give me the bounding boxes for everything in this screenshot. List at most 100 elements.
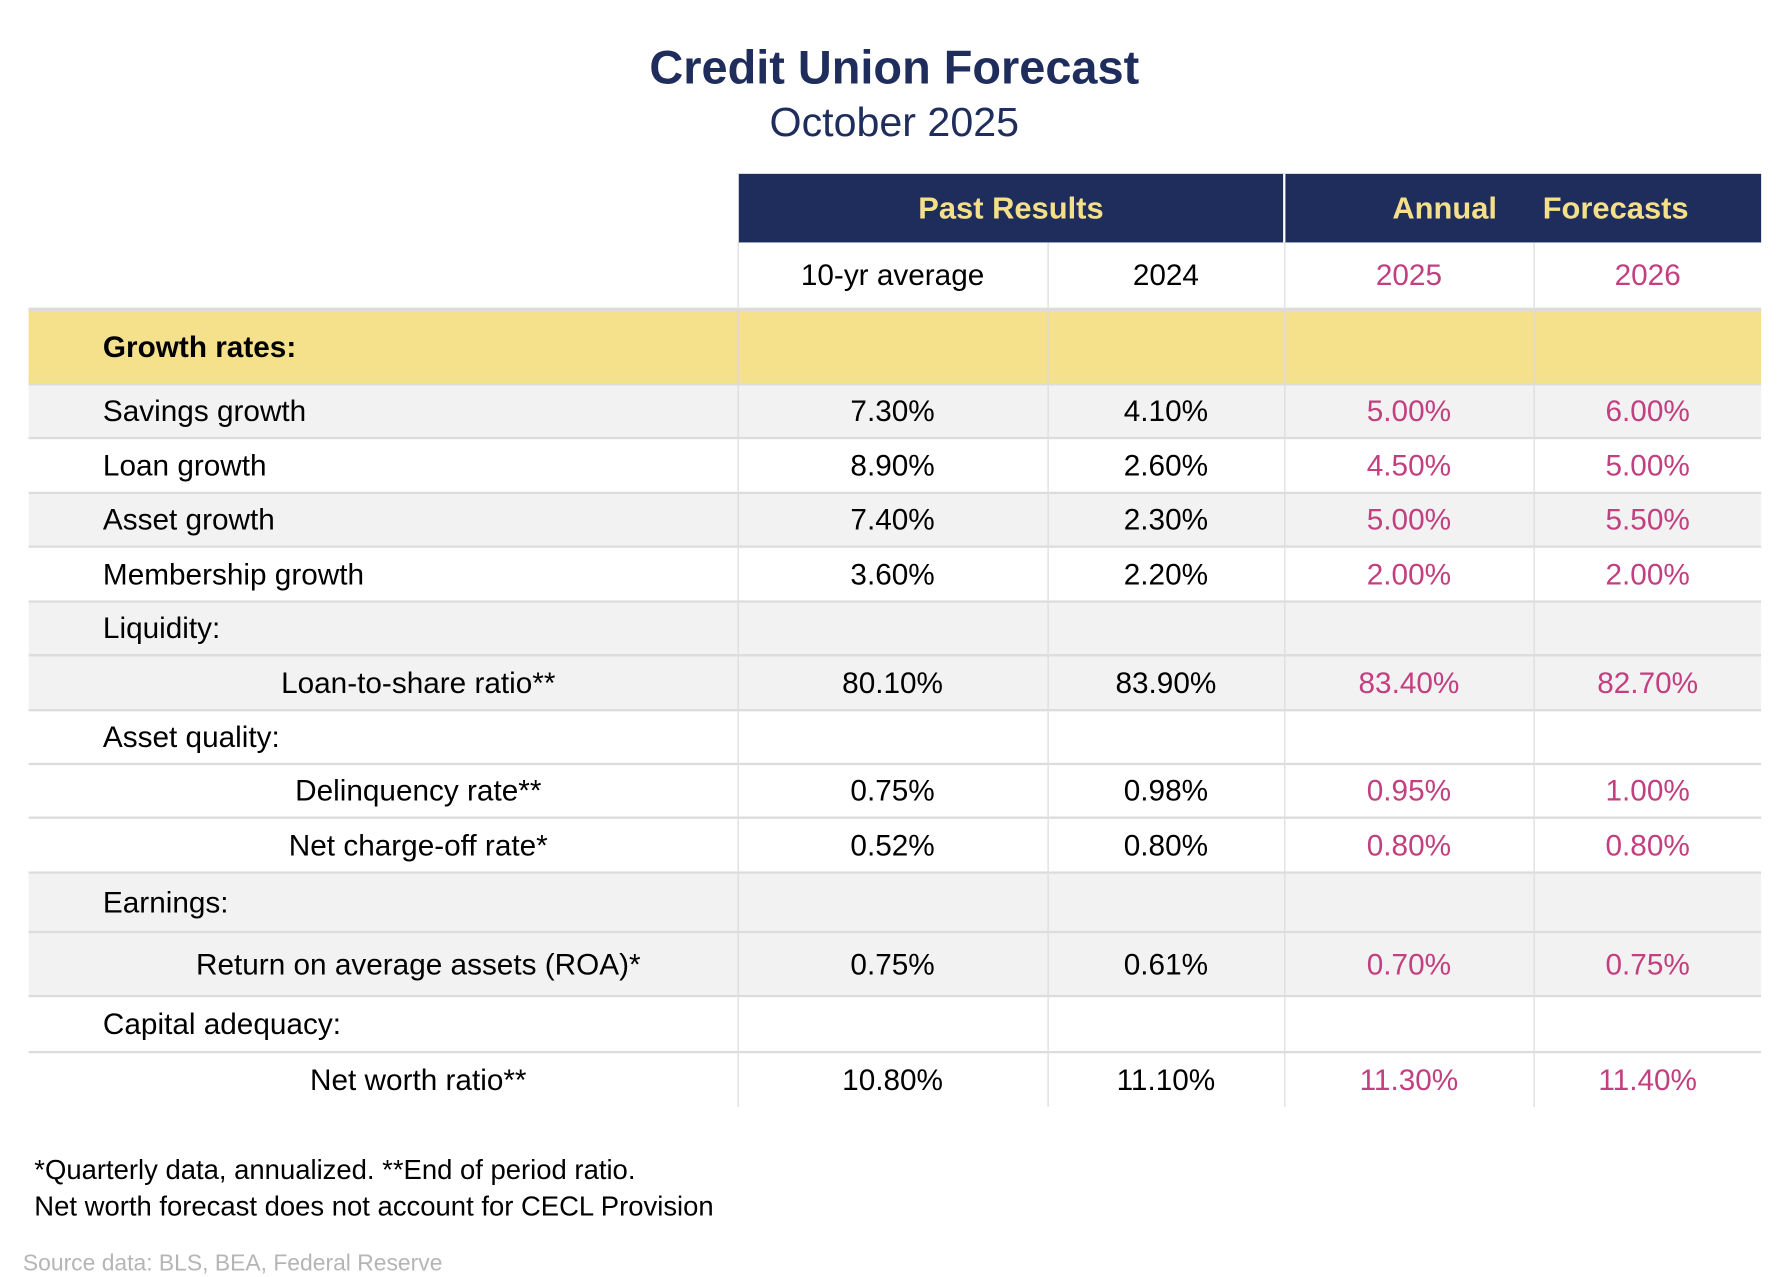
value-10yr [737, 308, 1048, 386]
value-2025: 2.00% [1283, 546, 1534, 603]
value-2025 [1283, 872, 1534, 934]
value-2024: 2.60% [1046, 437, 1285, 495]
value-2024 [1046, 710, 1285, 766]
row-label: Net charge-off rate* [28, 817, 738, 874]
row-label: Delinquency rate** [28, 763, 738, 819]
value-2024 [1046, 872, 1285, 934]
value-2025: 4.50% [1283, 437, 1534, 495]
row-label: Capital adequacy: [28, 996, 738, 1054]
value-10yr: 8.90% [737, 437, 1048, 495]
value-2024: 2.30% [1046, 492, 1285, 548]
column-header-blank [28, 242, 738, 311]
value-2026: 0.80% [1533, 817, 1762, 874]
value-2026: 5.00% [1533, 437, 1762, 495]
value-2026 [1533, 996, 1762, 1054]
header-band: Past Results Annual Forecasts [28, 173, 1762, 243]
value-2025 [1283, 601, 1534, 657]
table-row: Savings growth 7.30% 4.10% 5.00% 6.00% [28, 384, 1762, 440]
footnote-2: Net worth forecast does not account for … [34, 1191, 714, 1223]
value-2025: 0.95% [1283, 763, 1534, 819]
value-2026 [1533, 308, 1762, 386]
annual-forecasts-header: Annual Forecasts [1283, 173, 1762, 243]
value-2024: 2.20% [1046, 546, 1285, 603]
row-label: Liquidity: [28, 601, 738, 657]
value-2024: 83.90% [1046, 655, 1285, 712]
value-2025: 0.80% [1283, 817, 1534, 874]
value-2026 [1533, 710, 1762, 766]
value-2024: 0.61% [1046, 932, 1285, 998]
row-label: Savings growth [28, 384, 738, 440]
row-label: Membership growth [28, 546, 738, 603]
row-label: Loan-to-share ratio** [28, 655, 738, 712]
row-label: Loan growth [28, 437, 738, 495]
row-label: Net worth ratio** [310, 1062, 527, 1097]
value-10yr: 7.30% [737, 384, 1048, 440]
value-2026: 5.50% [1533, 492, 1762, 548]
table-row: Delinquency rate** 0.75% 0.98% 0.95% 1.00% [28, 763, 1762, 819]
column-header-10yr: 10-yr average [737, 242, 1048, 311]
value-2025: 83.40% [1283, 655, 1534, 712]
row-label: Return on average assets (ROA)* [28, 932, 738, 998]
value-10yr: 80.10% [737, 655, 1048, 712]
value-2025: 5.00% [1283, 384, 1534, 440]
value-2024: 0.80% [1046, 817, 1285, 874]
table-row: Asset growth 7.40% 2.30% 5.00% 5.50% [28, 492, 1762, 548]
value-2025: 11.30% [1283, 1052, 1534, 1108]
value-10yr: 7.40% [737, 492, 1048, 548]
table-row: Net charge-off rate* 0.52% 0.80% 0.80% 0.80% [28, 817, 1762, 874]
value-2026: 1.00% [1533, 763, 1762, 819]
column-header-2025: 2025 [1283, 242, 1534, 311]
row-label: Earnings: [28, 872, 738, 934]
value-2024 [1046, 996, 1285, 1054]
value-10yr: 3.60% [737, 546, 1048, 603]
value-2025 [1283, 308, 1534, 386]
value-2024: 4.10% [1046, 384, 1285, 440]
value-2026 [1533, 872, 1762, 934]
value-2025: 0.70% [1283, 932, 1534, 998]
forecasts-label: Forecasts [1542, 190, 1689, 225]
value-10yr [737, 710, 1048, 766]
table-row: Net worth ratio** 10.80% 11.10% 11.30% 11.40… [29, 1052, 1762, 1108]
row-label: Asset growth [28, 492, 738, 548]
past-results-header: Past Results [736, 173, 1285, 243]
page-subtitle: October 2025 [769, 98, 1020, 146]
value-2026: 82.70% [1533, 655, 1762, 712]
value-2026: 2.00% [1533, 546, 1762, 603]
value-2024 [1046, 601, 1285, 657]
value-2026 [1533, 601, 1762, 657]
value-2026: 0.75% [1533, 932, 1762, 998]
footnote-1: *Quarterly data, annualized. **End of pe… [34, 1155, 636, 1186]
value-10yr [737, 872, 1048, 934]
annual-label: Annual [1392, 190, 1497, 225]
value-2026: 6.00% [1533, 384, 1762, 440]
value-2024 [1046, 308, 1285, 386]
value-2025 [1283, 996, 1534, 1054]
value-10yr: 0.75% [737, 932, 1048, 998]
page-title: Credit Union Forecast [649, 41, 1140, 94]
table-row: Return on average assets (ROA)* 0.75% 0.61… [28, 932, 1762, 998]
table-row: Liquidity: [28, 601, 1762, 657]
forecast-table: Past Results Annual Forecasts 10-yr avera… [28, 173, 1762, 1108]
table-row: Capital adequacy: [28, 996, 1762, 1054]
value-10yr [737, 601, 1048, 657]
table-row: Loan-to-share ratio** 80.10% 83.90% 83.40% 8… [28, 655, 1762, 712]
row-label: Growth rates: [28, 308, 738, 386]
value-10yr: 0.75% [737, 763, 1048, 819]
section-row: Growth rates: [28, 308, 1762, 386]
value-2024: 11.10% [1046, 1052, 1285, 1108]
source-note: Source data: BLS, BEA, Federal Reserve [22, 1251, 443, 1277]
row-label: Asset quality: [28, 710, 738, 766]
value-10yr: 10.80% [737, 1052, 1048, 1108]
value-2026: 11.40% [1533, 1052, 1762, 1108]
value-2025: 5.00% [1283, 492, 1534, 548]
table-row: Asset quality: [28, 710, 1762, 766]
value-10yr: 0.52% [737, 817, 1048, 874]
table-row: Membership growth 3.60% 2.20% 2.00% 2.00% [28, 546, 1762, 603]
column-header-row: 10-yr average 2024 2025 2026 [28, 242, 1762, 311]
column-header-2024: 2024 [1046, 242, 1285, 311]
value-10yr [737, 996, 1048, 1054]
value-2024: 0.98% [1046, 763, 1285, 819]
table-row: Loan growth 8.90% 2.60% 4.50% 5.00% [28, 437, 1762, 495]
value-2025 [1283, 710, 1534, 766]
